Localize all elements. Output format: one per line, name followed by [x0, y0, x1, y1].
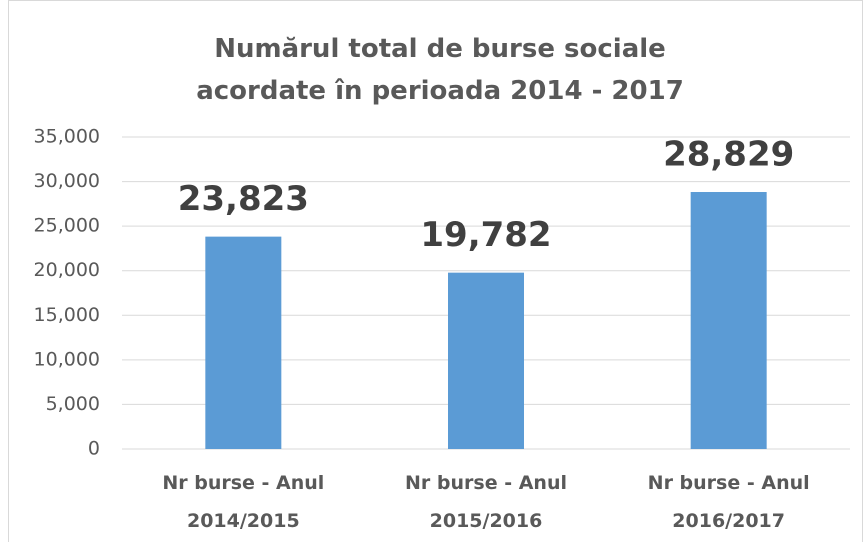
x-tick-label: Nr burse - Anul 2014/2015 — [162, 472, 325, 532]
y-tick-label: 0 — [88, 438, 100, 460]
value-label: 28,829 — [663, 135, 794, 175]
value-label: 23,823 — [178, 179, 309, 219]
bar — [690, 192, 767, 449]
bar — [205, 236, 282, 449]
y-tick-label: 20,000 — [34, 259, 100, 281]
y-tick-label: 25,000 — [34, 215, 100, 237]
y-tick-label: 15,000 — [34, 304, 100, 326]
x-tick-label: Nr burse - Anul 2015/2016 — [405, 472, 567, 532]
y-tick-label: 10,000 — [34, 348, 100, 370]
chart-title: Numărul total de burse sociale acordate … — [196, 34, 684, 106]
chart-border — [8, 0, 863, 542]
y-tick-label: 30,000 — [34, 170, 100, 192]
bar — [448, 272, 524, 449]
x-tick-label: Nr burse - Anul 2016/2017 — [647, 472, 810, 532]
y-tick-label: 5,000 — [46, 393, 100, 415]
y-tick-label: 35,000 — [34, 126, 100, 148]
value-label: 19,782 — [420, 215, 551, 255]
